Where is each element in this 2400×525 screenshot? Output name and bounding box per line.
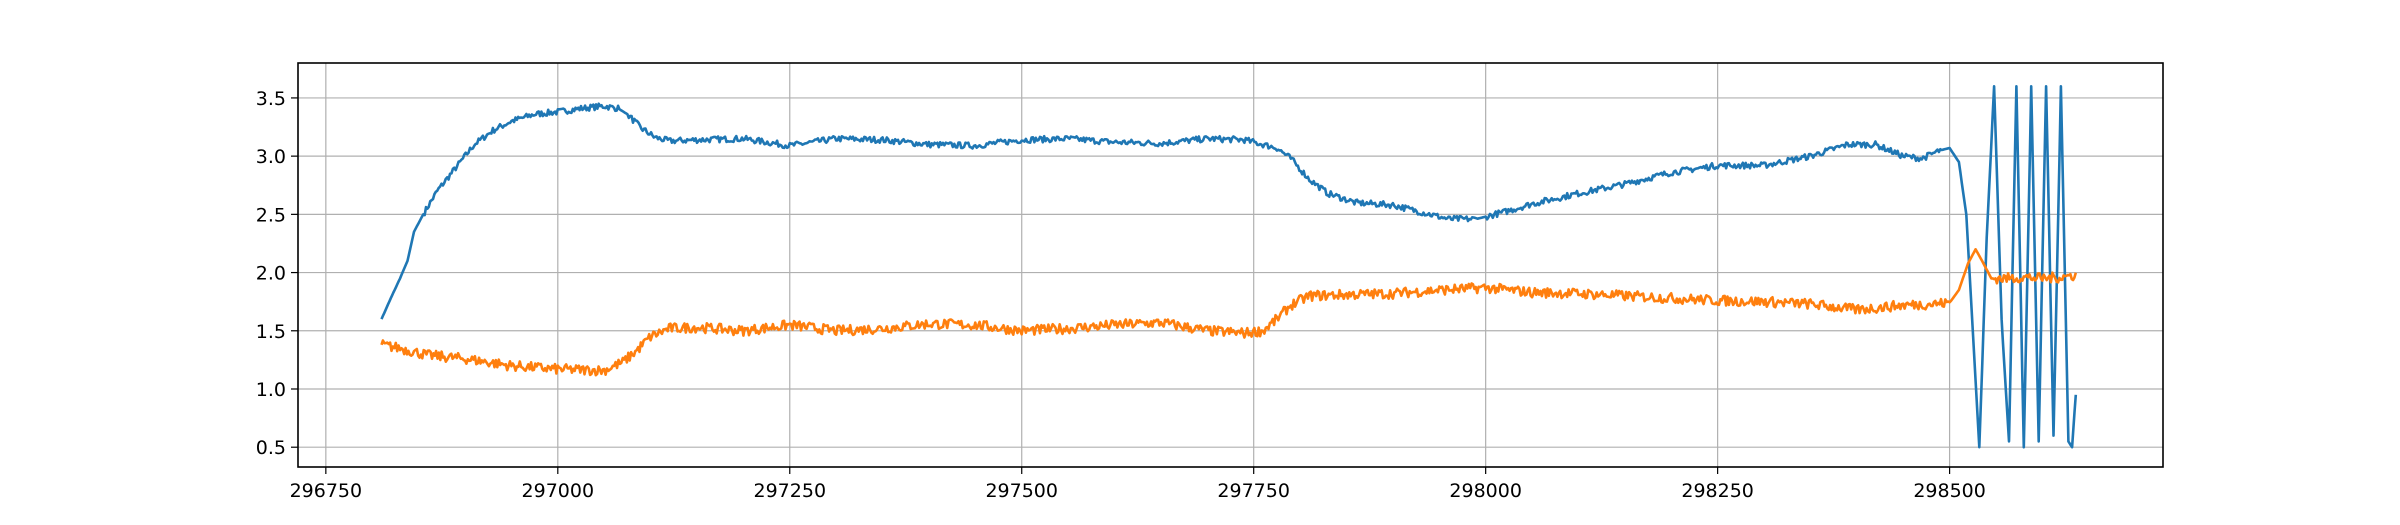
- y-tick-label: 0.5: [256, 437, 286, 459]
- series-layer: [380, 85, 2078, 449]
- x-tick-label: 297000: [522, 480, 595, 502]
- y-tick-label: 3.5: [256, 88, 286, 110]
- x-tick-label: 297250: [754, 480, 827, 502]
- plot-frame: [297, 62, 2164, 468]
- grid: [298, 63, 2163, 467]
- y-tick-label: 3.0: [256, 146, 286, 168]
- x-tick-label: 296750: [290, 480, 363, 502]
- y-tick-label: 1.0: [256, 379, 286, 401]
- series-line-2: [380, 248, 2078, 377]
- x-tick-label: 298500: [1913, 480, 1986, 502]
- y-tick-label: 1.5: [256, 321, 286, 343]
- y-tick-label: 2.5: [256, 204, 286, 226]
- x-tick-label: 298000: [1449, 480, 1522, 502]
- axes: 296750 297000 297250 297500 297750 298000 2982…: [256, 88, 1986, 502]
- x-tick-label: 298250: [1681, 480, 1754, 502]
- series-line-1: [380, 85, 2078, 449]
- x-tick-label: 297500: [985, 480, 1058, 502]
- y-tick-label: 2.0: [256, 263, 286, 285]
- x-tick-label: 297750: [1217, 480, 1290, 502]
